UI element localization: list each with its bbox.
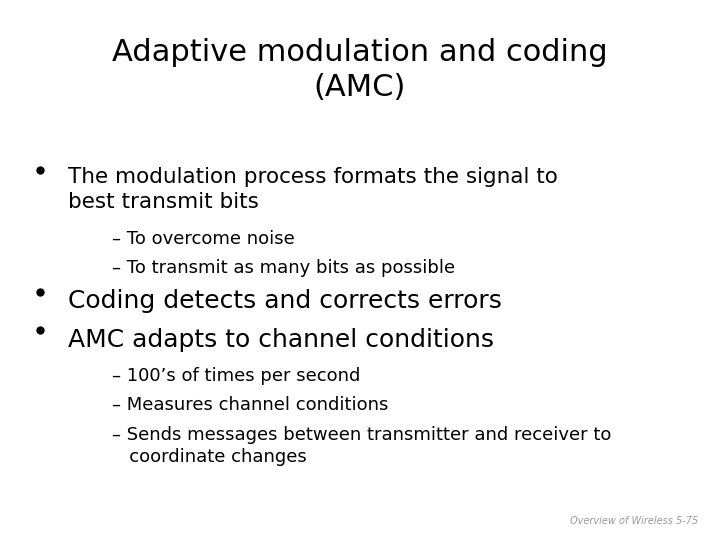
Text: – 100’s of times per second: – 100’s of times per second: [112, 367, 360, 384]
Text: – Sends messages between transmitter and receiver to
   coordinate changes: – Sends messages between transmitter and…: [112, 426, 611, 466]
Text: – To overcome noise: – To overcome noise: [112, 230, 294, 247]
Text: Overview of Wireless 5-75: Overview of Wireless 5-75: [570, 516, 698, 526]
Text: – To transmit as many bits as possible: – To transmit as many bits as possible: [112, 259, 455, 277]
Text: Coding detects and corrects errors: Coding detects and corrects errors: [68, 289, 503, 313]
Text: AMC adapts to channel conditions: AMC adapts to channel conditions: [68, 328, 495, 352]
Text: The modulation process formats the signal to
best transmit bits: The modulation process formats the signa…: [68, 167, 558, 212]
Text: Adaptive modulation and coding
(AMC): Adaptive modulation and coding (AMC): [112, 38, 608, 102]
Text: – Measures channel conditions: – Measures channel conditions: [112, 396, 388, 414]
